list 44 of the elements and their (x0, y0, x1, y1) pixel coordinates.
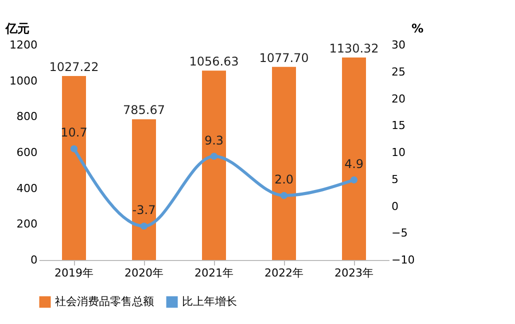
y2-tick-label: 5 (392, 172, 398, 186)
x-tick-label: 2022年 (264, 266, 304, 280)
y2-tick-label: −5 (392, 226, 408, 240)
data-label: 1130.32 (329, 41, 379, 56)
data-label: 1056.63 (189, 54, 239, 69)
y2-tick-label: 25 (392, 65, 406, 78)
x-tick-label: 2019年 (54, 266, 94, 280)
y2-tick-label: 30 (392, 38, 406, 52)
data-label: 785.67 (123, 103, 165, 118)
point (70, 145, 78, 152)
x-tick-label: 2021年 (194, 266, 234, 280)
point (280, 192, 288, 200)
y2-tick-label: 10 (392, 146, 406, 159)
bar (132, 119, 156, 260)
data-label: 1027.22 (49, 60, 99, 74)
bar (62, 76, 86, 260)
legend-label: 社会消费品零售总额 (55, 295, 154, 308)
bar (342, 57, 366, 260)
bar (272, 66, 296, 260)
y2-tick-label: 0 (392, 200, 398, 213)
y-tick-label: 1200 (10, 38, 38, 52)
y-tick-label: 1000 (10, 74, 38, 88)
y-tick-label: 400 (16, 182, 38, 195)
y2-tick-label: 15 (392, 119, 406, 132)
y-tick-label: 0 (30, 254, 38, 266)
x-tick-label: 2023年 (334, 266, 374, 280)
point (140, 222, 148, 230)
data-label: 4.9 (344, 156, 364, 171)
x-tick-label: 2020年 (124, 266, 164, 280)
data-label: 2.0 (274, 172, 294, 186)
bar (202, 70, 226, 260)
data-label: -3.7 (132, 203, 156, 218)
point (350, 176, 358, 184)
y-tick-label: 200 (16, 218, 38, 231)
y-tick-label: 600 (16, 146, 38, 159)
data-label: 9.3 (204, 133, 224, 148)
point (210, 152, 218, 160)
data-label: 1077.70 (259, 50, 309, 65)
legend-label: 比上年增长 (182, 295, 237, 308)
y2-axis-title: % (412, 22, 424, 36)
y-tick-label: 800 (16, 110, 38, 124)
y2-tick-label: −10 (392, 254, 415, 266)
y2-tick-label: 20 (392, 92, 406, 106)
y-axis-title: 亿元 (4, 22, 30, 36)
